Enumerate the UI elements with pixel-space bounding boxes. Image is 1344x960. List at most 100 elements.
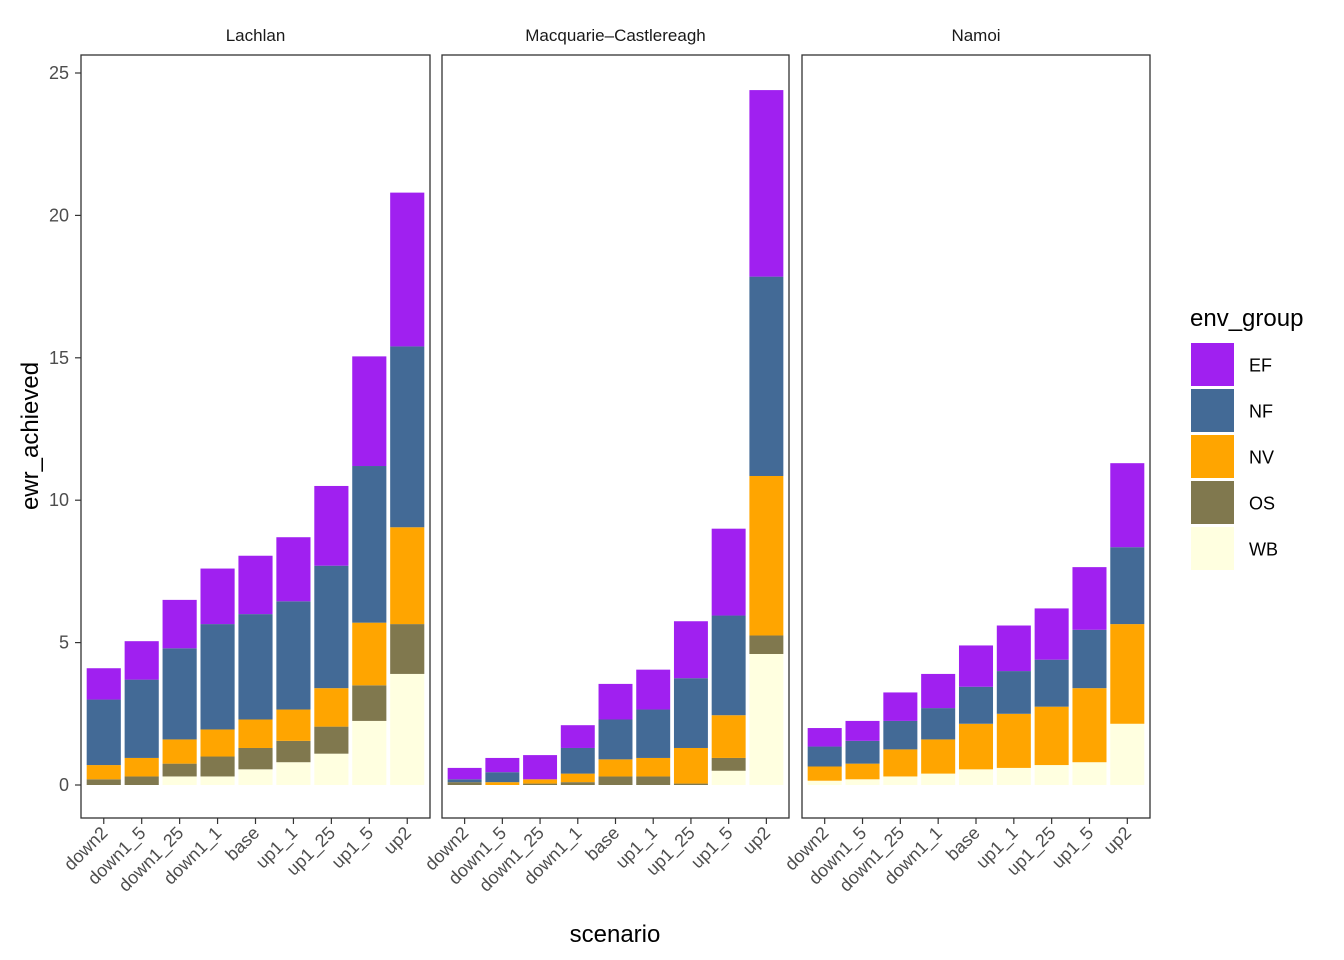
bar-segment-wb-up2	[1110, 723, 1145, 785]
y-tick-label: 0	[59, 775, 69, 795]
bar-segment-nv-up2	[749, 475, 784, 636]
bar-segment-os-base	[238, 747, 273, 770]
bar-segment-ef-down1_5	[124, 641, 159, 680]
bar-segment-ef-up1_5	[1072, 567, 1107, 630]
bar-segment-nf-down2	[86, 699, 121, 766]
bar-segment-nf-up1_5	[711, 615, 746, 716]
bar-segment-wb-down1_1	[921, 773, 956, 785]
bar-segment-wb-down2	[807, 780, 842, 785]
bar-segment-nv-down1_25	[883, 749, 918, 777]
panel-border	[80, 54, 431, 819]
y-tick-label: 10	[49, 490, 69, 510]
legend-title: env_group	[1190, 305, 1303, 332]
facet-lachlan: Lachlandown2down1_5down1_25down1_1baseup…	[60, 26, 431, 896]
bar-segment-wb-up1_25	[1034, 765, 1069, 785]
x-tick-label: up1_5	[687, 823, 737, 873]
bar-segment-nv-up1_5	[1072, 688, 1107, 763]
bar-segment-nv-down1_1	[560, 773, 595, 783]
bar-segment-os-down1_1	[200, 756, 235, 777]
bar-segment-nv-down1_5	[485, 782, 520, 785]
bar-segment-wb-up1_5	[1072, 762, 1107, 785]
bar-segment-nv-base	[598, 759, 633, 777]
bar-segment-nv-down1_5	[845, 763, 880, 780]
bar-segment-nf-down1_1	[200, 624, 235, 730]
bar-segment-wb-base	[958, 769, 994, 785]
bar-segment-ef-down1_1	[560, 725, 595, 748]
bar-segment-nf-down1_25	[162, 648, 197, 740]
bar-segment-nf-down1_25	[883, 720, 918, 750]
y-tick-label: 15	[49, 348, 69, 368]
facet-title: Namoi	[951, 26, 1000, 45]
bar-segment-ef-down1_25	[883, 692, 918, 721]
bar-segment-ef-base	[598, 683, 633, 720]
bar-segment-os-up1_5	[711, 757, 746, 771]
facet-title: Lachlan	[226, 26, 286, 45]
bar-segment-ef-down2	[807, 728, 842, 747]
x-axis-title: scenario	[570, 921, 661, 948]
bar-segment-nf-up1_5	[1072, 629, 1107, 689]
bar-segment-wb-up1_1	[996, 767, 1031, 785]
bar-segment-wb-up1_5	[352, 720, 387, 785]
bar-segment-wb-base	[238, 769, 273, 785]
panel-border	[441, 54, 790, 819]
bar-segment-ef-up1_1	[276, 537, 311, 602]
bar-segment-ef-up1_5	[352, 356, 387, 467]
facet-macquarie-castlereagh: Macquarie–Castlereaghdown2down1_5down1_2…	[421, 26, 790, 896]
bar-segment-ef-down1_1	[200, 568, 235, 625]
x-tick-label: up2	[739, 823, 774, 858]
bar-segment-ef-base	[238, 555, 273, 615]
x-tick-label: up2	[1100, 823, 1135, 858]
bar-segment-nv-up1_1	[636, 757, 671, 777]
bar-segment-nv-down1_1	[921, 739, 956, 774]
bar-segment-nf-up1_25	[1034, 659, 1069, 707]
bar-segment-os-up1_25	[314, 726, 349, 754]
bar-segment-nf-up2	[749, 276, 784, 476]
bar-segment-nv-up2	[1110, 624, 1145, 724]
bar-segment-ef-up1_25	[1034, 608, 1069, 660]
legend-key-wb	[1191, 527, 1234, 570]
bar-segment-os-up1_1	[276, 740, 311, 763]
bar-segment-os-up2	[749, 635, 784, 654]
facet-namoi: Namoidown2down1_5down1_25down1_1baseup1_…	[781, 26, 1151, 896]
bar-segment-ef-up2	[390, 192, 425, 347]
bar-segment-ef-up1_25	[314, 485, 349, 566]
bar-segment-ef-down1_5	[485, 757, 520, 773]
y-tick-label: 20	[49, 205, 69, 225]
bar-segment-nf-down2	[447, 779, 482, 783]
bar-segment-ef-down1_25	[523, 755, 558, 780]
bar-segment-nv-up1_5	[711, 715, 746, 758]
bar-segment-nf-down1_5	[485, 772, 520, 783]
bar-segment-nv-down1_25	[162, 739, 197, 764]
bar-segment-ef-base	[958, 645, 994, 687]
bar-segment-ef-up1_5	[711, 528, 746, 616]
bar-segment-ef-down1_1	[921, 673, 956, 709]
bar-segment-os-down2	[447, 782, 482, 785]
bar-segment-nf-down1_1	[560, 747, 595, 774]
bar-segment-ef-down1_5	[845, 720, 880, 741]
legend-key-nv	[1191, 435, 1234, 478]
legend-label-wb: WB	[1249, 540, 1278, 560]
bar-segment-os-down1_5	[124, 776, 159, 785]
bar-segment-os-up2	[390, 624, 425, 674]
legend: env_group EF NF NV OS WB	[1190, 305, 1303, 570]
bar-segment-nf-up1_25	[314, 565, 349, 689]
bar-segment-os-up1_1	[636, 776, 671, 785]
bar-segment-os-down1_25	[162, 763, 197, 777]
legend-key-os	[1191, 481, 1234, 524]
bar-segment-nf-up1_1	[276, 601, 311, 710]
bar-segment-ef-up1_25	[673, 621, 708, 679]
y-tick-label: 25	[49, 63, 69, 83]
bar-segment-nf-down1_5	[124, 679, 159, 758]
bar-segment-wb-down1_25	[162, 776, 197, 785]
bar-segment-wb-down1_1	[200, 776, 235, 785]
bar-segment-wb-up1_5	[711, 770, 746, 785]
y-tick-label: 5	[59, 633, 69, 653]
bar-segment-nf-up1_25	[673, 678, 708, 748]
bar-segment-nf-down1_5	[845, 740, 880, 764]
bar-segment-nf-base	[238, 614, 273, 720]
bar-segment-os-down2	[86, 779, 121, 785]
bar-segment-wb-up2	[390, 673, 425, 785]
bar-segment-nv-up1_5	[352, 622, 387, 686]
bar-segment-ef-up1_1	[636, 669, 671, 710]
